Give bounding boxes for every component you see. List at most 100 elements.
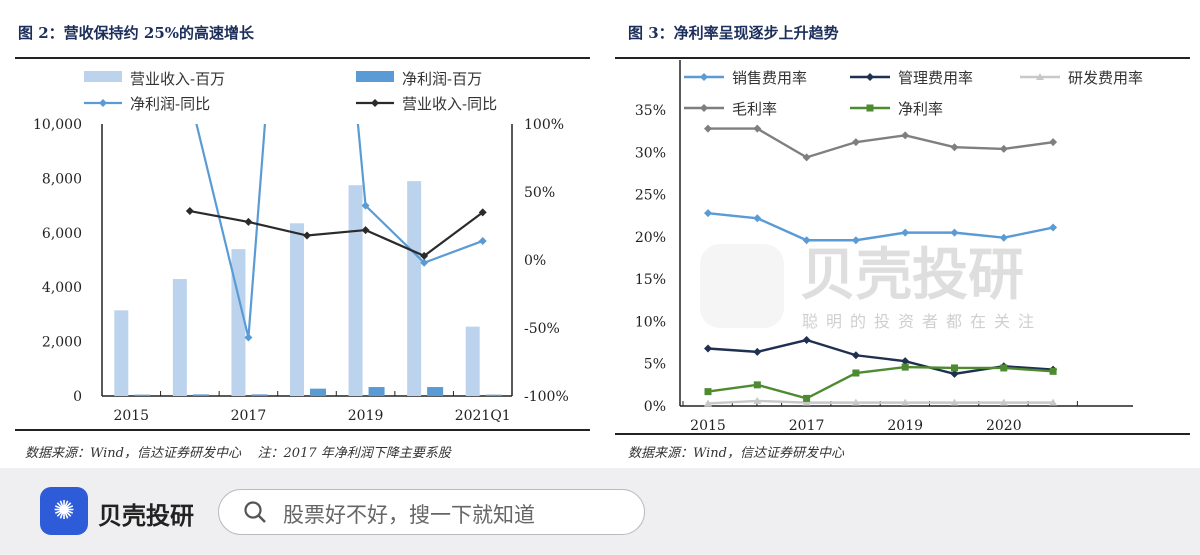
- series-point: [704, 124, 712, 133]
- series-point: [851, 351, 860, 360]
- series-line: [189, 209, 484, 258]
- series-line-2: [707, 399, 1054, 405]
- source-text: 数据来源：Wind，信达证券研发中心: [25, 446, 241, 461]
- divider: [615, 433, 1190, 435]
- x-tick-label: 2020: [986, 418, 1022, 434]
- x-tick-label: 2015: [113, 408, 149, 424]
- series-point: [420, 258, 429, 267]
- bar-0: [407, 181, 422, 396]
- series-point: [851, 236, 860, 245]
- chart1-title: 图 2：营收保持约 25%的高速增长: [18, 24, 255, 42]
- legend-marker: [371, 99, 379, 107]
- search-icon: [244, 501, 266, 523]
- series-point: [999, 398, 1008, 406]
- brand-logo-icon[interactable]: ✺: [40, 487, 88, 535]
- series-point: [704, 209, 712, 218]
- series-point: [802, 336, 811, 345]
- legend-label: 管理费用率: [898, 69, 973, 87]
- bar-0: [172, 279, 187, 396]
- bar-0: [114, 310, 129, 396]
- series-point: [1000, 364, 1008, 372]
- series-line-0: [707, 211, 1054, 242]
- right-tick-label: 0%: [524, 253, 546, 269]
- chart1-source: 数据来源：Wind，信达证券研发中心 注：2017 年净利润下降主要系股: [25, 442, 451, 461]
- legend-marker: [700, 104, 708, 112]
- series-point: [361, 201, 370, 210]
- series-point: [851, 398, 860, 406]
- bar-0: [290, 223, 304, 396]
- right-tick-label: 100%: [524, 117, 564, 133]
- watermark-text: 贝壳投研: [800, 243, 1024, 308]
- legend-label: 研发费用率: [1068, 69, 1143, 87]
- series-point: [753, 396, 762, 404]
- series-point: [1049, 223, 1058, 232]
- right-tick-label: -100%: [524, 389, 569, 405]
- legend-marker: [866, 73, 874, 81]
- series-line-4: [707, 365, 1054, 400]
- brand-name: 贝壳投研: [98, 502, 194, 530]
- note-text: 注：2017 年净利润下降主要系股: [257, 446, 451, 461]
- x-tick-label: 2015: [690, 418, 726, 434]
- y-tick-label: 10%: [635, 314, 666, 330]
- right-tick-label: 50%: [524, 185, 555, 201]
- chart2-title: 图 3：净利率呈现逐步上升趋势: [628, 24, 839, 42]
- legend-marker: [99, 99, 107, 107]
- watermark-slogan: 聪明的投资者都在关注: [802, 312, 1043, 331]
- series-point: [999, 144, 1008, 153]
- left-tick-label: 10,000: [33, 117, 82, 133]
- bar-1: [134, 394, 151, 396]
- watermark-logo: [700, 244, 784, 328]
- series-point: [478, 208, 487, 217]
- y-tick-label: 5%: [644, 357, 666, 373]
- divider: [615, 57, 1190, 59]
- search-placeholder: 股票好不好，搜一下就知道: [283, 503, 535, 527]
- series-point: [361, 226, 370, 235]
- legend-label: 毛利率: [732, 100, 777, 118]
- series-point: [704, 399, 712, 407]
- series-point: [950, 398, 959, 406]
- series-point: [851, 138, 860, 147]
- chart2-source: 数据来源：Wind，信达证券研发中心: [628, 446, 844, 461]
- series-point: [1049, 138, 1058, 147]
- left-tick-label: 6,000: [42, 226, 82, 242]
- legend-marker: [866, 104, 874, 112]
- legend-label: 销售费用率: [732, 69, 807, 87]
- legend-label: 净利润-同比: [130, 95, 210, 113]
- series-point: [802, 398, 811, 406]
- series-point: [753, 381, 761, 389]
- x-tick-label: 2019: [348, 408, 384, 424]
- series-point: [901, 357, 910, 366]
- bar-1: [427, 387, 444, 396]
- series-point: [704, 388, 712, 396]
- bar-1: [485, 394, 502, 396]
- series-point: [1049, 398, 1058, 406]
- chart2: 0% 5% 10% 15% 20% 25% 30% 35% 2015 2017 2019 2020 销售…: [635, 60, 1143, 434]
- y-tick-label: 20%: [635, 230, 666, 246]
- series-line-3: [708, 127, 1054, 159]
- bottom-bar: ✺ 贝壳投研 股票好不好，搜一下就知道: [0, 468, 1200, 555]
- y-tick-label: 15%: [635, 272, 666, 288]
- series-point: [753, 347, 762, 356]
- legend-swatch: [356, 71, 394, 82]
- series-point: [901, 363, 909, 371]
- bar-0: [465, 326, 480, 396]
- series-point: [950, 143, 959, 152]
- left-tick-label: 4,000: [42, 280, 82, 296]
- divider: [15, 429, 590, 431]
- series-point: [901, 228, 910, 237]
- series-point: [478, 236, 487, 245]
- series-point: [999, 233, 1008, 242]
- series-point: [901, 398, 910, 406]
- left-tick-label: 0: [73, 389, 82, 405]
- series-point: [244, 333, 253, 342]
- legend-label: 营业收入-百万: [130, 70, 225, 88]
- search-input[interactable]: 股票好不好，搜一下就知道: [218, 489, 645, 535]
- left-tick-label: 8,000: [42, 171, 82, 187]
- bar-1: [368, 387, 385, 396]
- series-line: [195, 124, 484, 338]
- x-tick-label: 2019: [887, 418, 923, 434]
- series-point: [185, 207, 194, 216]
- left-tick-label: 2,000: [42, 335, 82, 351]
- series-point: [802, 153, 811, 162]
- bar-0: [231, 249, 246, 396]
